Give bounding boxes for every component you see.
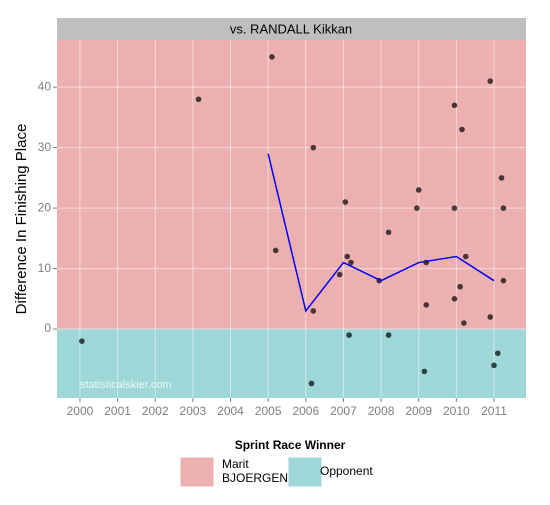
point [498,175,505,181]
x-tick-label: 2006 [292,404,319,418]
x-tick-label: 2001 [104,404,131,418]
point [461,320,467,326]
y-tick-label: 20 [38,200,52,214]
point [310,308,317,314]
y-axis-label: Difference In Finishing Place [13,124,30,315]
point [344,253,351,260]
point [494,350,501,357]
point [310,144,317,151]
x-tick-label: 2000 [67,404,94,418]
point [308,380,315,387]
point [462,253,469,260]
strip [57,18,526,40]
point [272,247,279,254]
point [500,205,507,211]
x-tick-label: 2008 [368,404,395,418]
x-tick-label: 2011 [481,404,507,418]
x-tick-label: 2010 [443,404,470,418]
point [500,277,507,284]
legend-label: Marit BJOERGEN [222,457,288,485]
x-tick-label: 2005 [255,404,282,418]
chart-title: vs. RANDALL Kikkan [230,21,352,36]
point [451,205,458,211]
point [385,332,392,338]
point [336,271,343,278]
line [267,153,495,313]
region [57,329,526,398]
point [491,362,497,369]
point [451,296,458,302]
legend-swatch [179,456,215,488]
point [79,338,85,344]
y-tick-label: 40 [38,79,52,93]
point [342,199,349,205]
point [385,229,392,236]
legend-swatch [287,456,323,488]
x-tick-label: 2002 [142,404,169,418]
point [423,302,430,308]
y-tick-label: 30 [38,140,52,154]
point [415,187,422,193]
watermark: statisticalskier.com [80,379,172,391]
point [346,332,352,338]
point [414,205,420,211]
region [57,40,526,330]
x-tick-label: 2003 [180,404,207,418]
point [421,368,428,375]
x-tick-label: 2009 [405,404,432,418]
legend-label: Opponent [320,464,373,478]
legend-title: Sprint Race Winner [235,438,346,452]
point [487,78,494,84]
point [451,102,458,109]
x-tick-label: 2007 [330,404,357,418]
x-tick-label: 2004 [217,404,244,418]
y-tick-label: 10 [38,261,52,275]
point [459,126,465,133]
point [457,283,463,290]
point [195,96,202,103]
point [487,314,494,320]
point [348,259,354,266]
y-tick-label: 0 [44,321,51,335]
point [269,54,275,60]
